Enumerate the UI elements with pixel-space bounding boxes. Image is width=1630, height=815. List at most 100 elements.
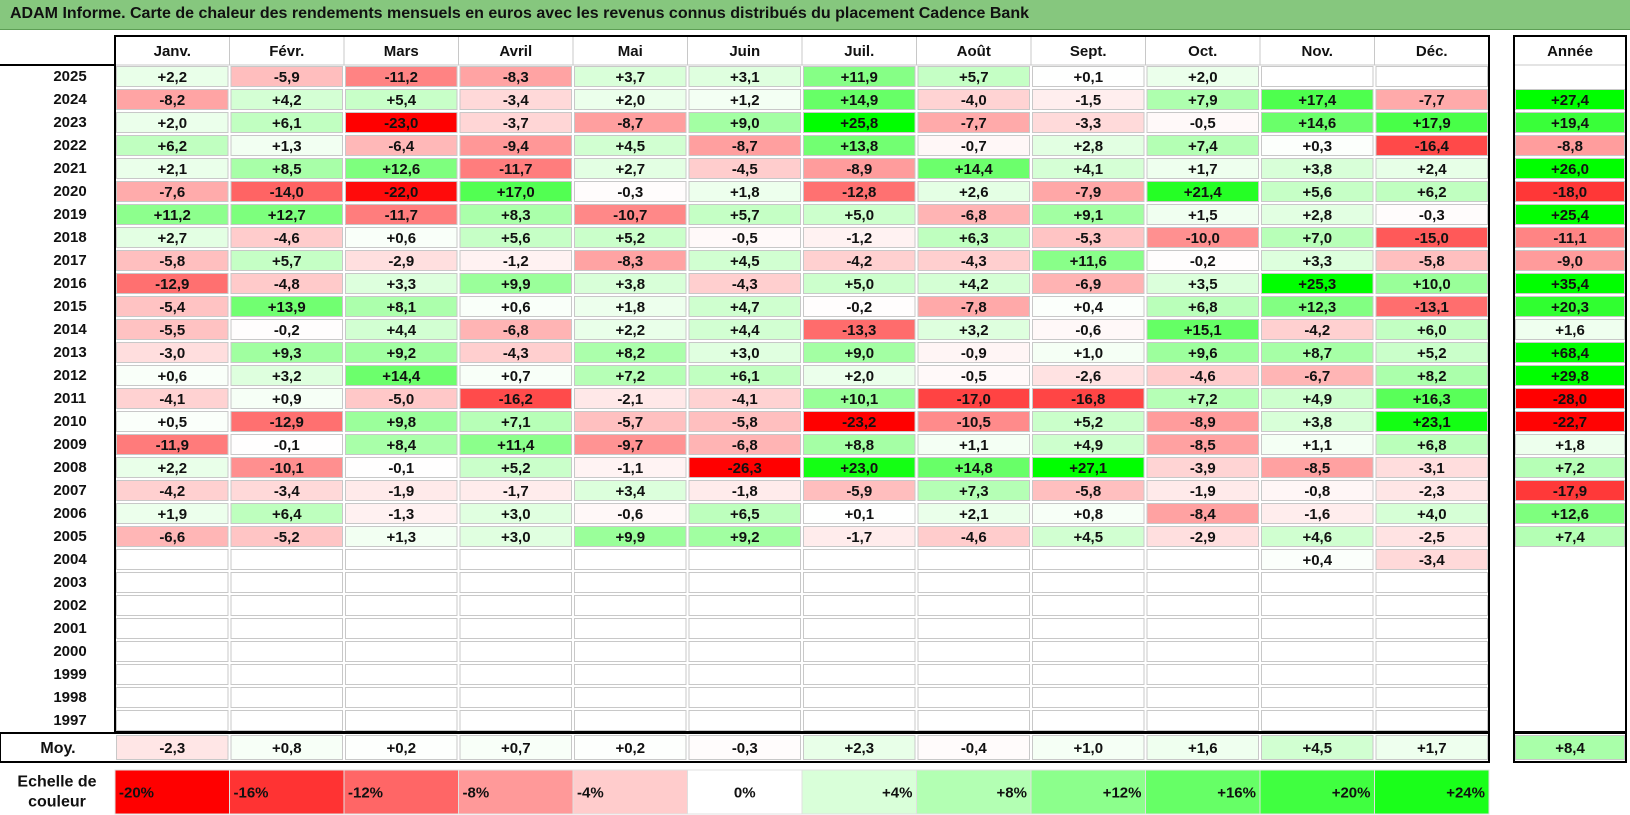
scale-swatch [458, 769, 574, 815]
heatmap-value: +7,1 [501, 414, 531, 431]
month-header-7: Juil. [844, 43, 874, 60]
heatmap-value: -1,7 [846, 529, 872, 546]
heatmap-cell [917, 503, 1030, 524]
heatmap-value: +12,3 [1298, 299, 1336, 316]
scale-label: -16% [234, 785, 269, 802]
heatmap-cell [230, 227, 343, 248]
heatmap-value: -1,2 [503, 253, 529, 270]
heatmap-value: -5,2 [274, 529, 300, 546]
heatmap-value: -8,7 [617, 115, 643, 132]
heatmap-cell [1261, 273, 1374, 294]
heatmap-cell [230, 181, 343, 202]
heatmap-value: +14,6 [1298, 115, 1336, 132]
heatmap-cell [1146, 227, 1259, 248]
heatmap-value: -5,8 [1075, 483, 1101, 500]
heatmap-value: +13,9 [268, 299, 306, 316]
heatmap-value: +9,3 [272, 345, 302, 362]
annual-cell [1515, 710, 1625, 731]
heatmap-value: +5,4 [386, 92, 416, 109]
heatmap-value: -5,8 [732, 414, 758, 431]
annual-cell [1515, 687, 1625, 708]
heatmap-cell [1146, 158, 1259, 179]
heatmap-cell [345, 411, 458, 432]
heatmap-value: +12,7 [268, 207, 306, 224]
heatmap-value: +8,8 [844, 437, 874, 454]
heatmap-cell [116, 687, 229, 708]
heatmap-value: -0,3 [1419, 207, 1445, 224]
heatmap-cell [803, 687, 916, 708]
heatmap-cell [1146, 112, 1259, 133]
heatmap-value: -4,3 [961, 253, 987, 270]
heatmap-cell [574, 710, 687, 731]
heatmap-value: +8,5 [272, 161, 302, 178]
heatmap-cell [459, 526, 572, 547]
heatmap-value: -2,3 [1419, 483, 1445, 500]
annual-cell [1515, 296, 1625, 317]
annual-value: -9,0 [1557, 253, 1583, 270]
heatmap-value: +9,6 [1188, 345, 1218, 362]
heatmap-value: -3,3 [1075, 115, 1101, 132]
heatmap-cell [917, 664, 1030, 685]
year-label: 2016 [53, 275, 86, 292]
average-cell [1261, 735, 1374, 760]
heatmap-value: +2,6 [959, 184, 989, 201]
heatmap-cell [1032, 89, 1145, 110]
heatmap-cell [345, 89, 458, 110]
month-header-5: Mai [618, 43, 643, 60]
heatmap-cell [1261, 526, 1374, 547]
heatmap-cell [116, 365, 229, 386]
heatmap-value: -12,9 [155, 276, 189, 293]
heatmap-value: +6,5 [730, 506, 760, 523]
scale-label: 0% [734, 785, 756, 802]
year-label: 2009 [53, 436, 86, 453]
heatmap-cell [345, 549, 458, 570]
heatmap-cell [116, 227, 229, 248]
annual-cell [1515, 250, 1625, 271]
heatmap-value: +3,0 [501, 529, 531, 546]
heatmap-cell [917, 388, 1030, 409]
heatmap-cell [917, 365, 1030, 386]
heatmap-cell [1146, 204, 1259, 225]
heatmap-cell [1261, 158, 1374, 179]
average-annual-value: +8,4 [1555, 740, 1585, 757]
heatmap-value: +4,5 [1073, 529, 1103, 546]
heatmap-value: +4,2 [272, 92, 302, 109]
heatmap-cell [230, 319, 343, 340]
year-label: 2011 [54, 390, 87, 407]
heatmap-cell [1261, 549, 1374, 570]
heatmap-cell [803, 503, 916, 524]
heatmap-cell [688, 158, 801, 179]
heatmap-cell [688, 664, 801, 685]
heatmap-cell [459, 618, 572, 639]
heatmap-value: -12,9 [270, 414, 304, 431]
heatmap-value: +6,3 [959, 230, 989, 247]
heatmap-value: -0,5 [732, 230, 758, 247]
heatmap-cell [116, 388, 229, 409]
heatmap-cell [1375, 595, 1488, 616]
heatmap-cell [1032, 342, 1145, 363]
heatmap-cell [459, 227, 572, 248]
heatmap-value: -11,2 [385, 69, 418, 86]
heatmap-value: +16,3 [1413, 391, 1451, 408]
heatmap-value: -1,8 [732, 483, 758, 500]
heatmap-cell [574, 434, 687, 455]
heatmap-cell [688, 365, 801, 386]
heatmap-cell [917, 227, 1030, 248]
annual-header: Année [1547, 43, 1593, 60]
heatmap-value: +5,2 [615, 230, 645, 247]
heatmap-value: +4,4 [730, 322, 760, 339]
average-cell [574, 735, 687, 760]
annual-cell [1515, 457, 1625, 478]
heatmap-value: +14,4 [955, 161, 994, 178]
heatmap-cell [116, 641, 229, 662]
heatmap-cell [917, 411, 1030, 432]
heatmap-value: -0,7 [961, 138, 987, 155]
heatmap-value: +5,7 [959, 69, 989, 86]
heatmap-value: -0,2 [846, 299, 872, 316]
heatmap-cell [230, 204, 343, 225]
heatmap-value: -7,7 [961, 115, 987, 132]
heatmap-value: -1,6 [1304, 506, 1330, 523]
scale-swatch [916, 769, 1032, 815]
heatmap-cell [1146, 296, 1259, 317]
heatmap-cell [1032, 66, 1145, 87]
